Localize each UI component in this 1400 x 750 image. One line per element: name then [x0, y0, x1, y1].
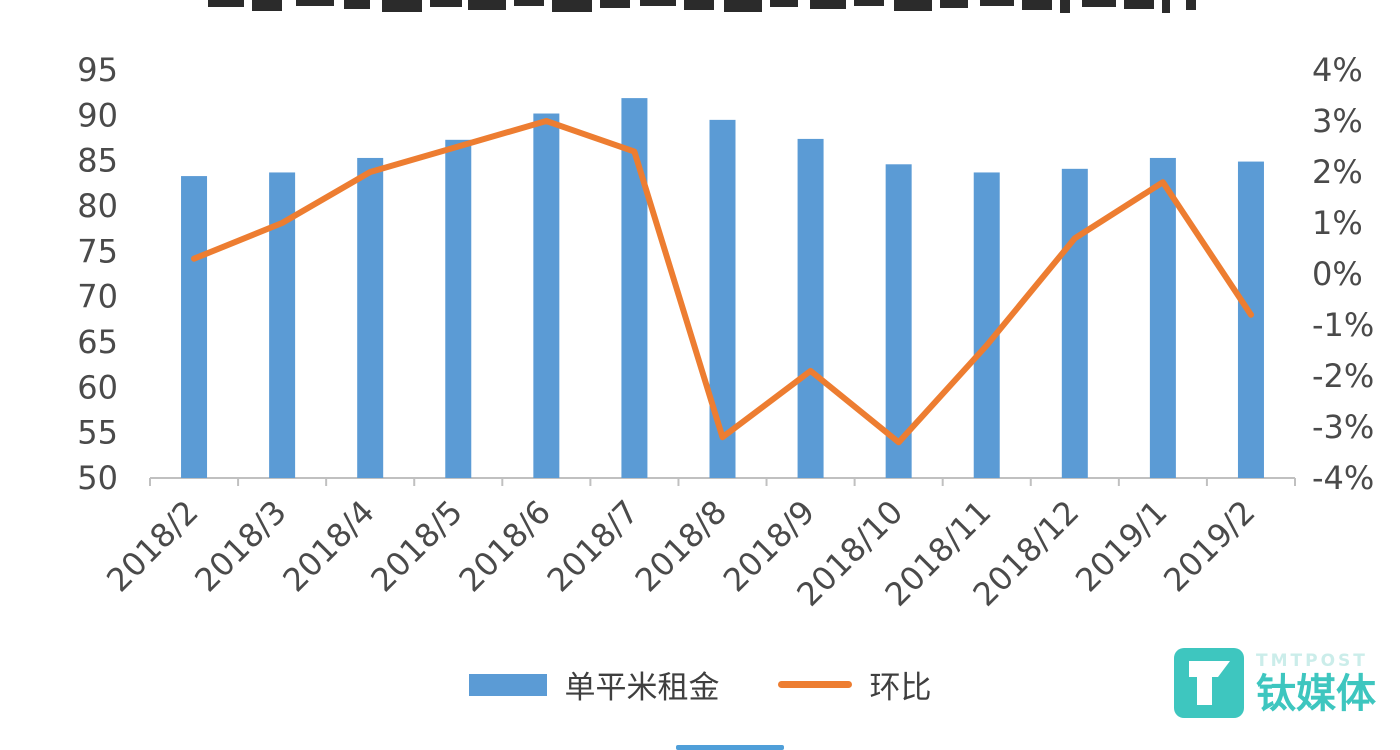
svg-text:2018/3: 2018/3	[187, 493, 293, 599]
svg-text:85: 85	[77, 142, 118, 180]
legend-item-mom: 环比	[777, 662, 932, 707]
legend-rent-label: 单平米租金	[564, 670, 720, 706]
svg-text:90: 90	[77, 96, 118, 134]
svg-text:-4%: -4%	[1312, 459, 1374, 497]
svg-text:55: 55	[77, 414, 118, 452]
rent-combo-chart: 95 90 85 80 75 70 65 60 55 50 4% 3% 2% 1% 0% -1% -2% -3% -…	[77, 0, 1374, 614]
legend-item-rent: 单平米租金	[468, 662, 720, 707]
svg-text:-1%: -1%	[1312, 306, 1374, 344]
svg-text:2019/1: 2019/1	[1068, 493, 1174, 599]
svg-text:80: 80	[77, 187, 118, 225]
horizontal-scrollbar-thumb[interactable]	[676, 745, 784, 750]
svg-text:50: 50	[77, 459, 118, 497]
svg-text:65: 65	[77, 323, 118, 361]
svg-text:60: 60	[77, 368, 118, 406]
svg-text:75: 75	[77, 232, 118, 270]
svg-text:3%: 3%	[1312, 102, 1363, 140]
svg-text:2%: 2%	[1312, 153, 1363, 191]
legend-mom-label: 环比	[869, 670, 932, 706]
svg-text:2018/5: 2018/5	[363, 493, 469, 599]
svg-text:2018/2: 2018/2	[99, 493, 205, 599]
svg-text:2018/4: 2018/4	[275, 493, 381, 599]
svg-text:-2%: -2%	[1312, 357, 1374, 395]
watermark-tmtpost: TMTPOST 钛媒体	[1172, 646, 1376, 724]
svg-text:2019/2: 2019/2	[1156, 493, 1262, 599]
legend-bar-swatch	[468, 673, 547, 696]
svg-text:95: 95	[77, 51, 118, 89]
svg-text:0%: 0%	[1312, 255, 1363, 293]
svg-text:1%: 1%	[1312, 204, 1363, 242]
svg-text:-3%: -3%	[1312, 408, 1374, 446]
watermark-brand-cn: 钛媒体	[1256, 671, 1376, 717]
watermark-brand-en: TMTPOST	[1256, 651, 1368, 671]
svg-text:4%: 4%	[1312, 51, 1363, 89]
watermark-text: TMTPOST 钛媒体	[1256, 646, 1376, 717]
svg-text:2018/7: 2018/7	[540, 493, 646, 599]
tmtpost-logo-icon	[1172, 646, 1246, 724]
svg-text:2018/8: 2018/8	[628, 493, 734, 599]
legend-line-swatch	[777, 681, 852, 688]
svg-text:70: 70	[77, 278, 118, 316]
chart-legend: 单平米租金 环比	[0, 662, 1400, 707]
svg-text:2018/6: 2018/6	[452, 493, 558, 599]
